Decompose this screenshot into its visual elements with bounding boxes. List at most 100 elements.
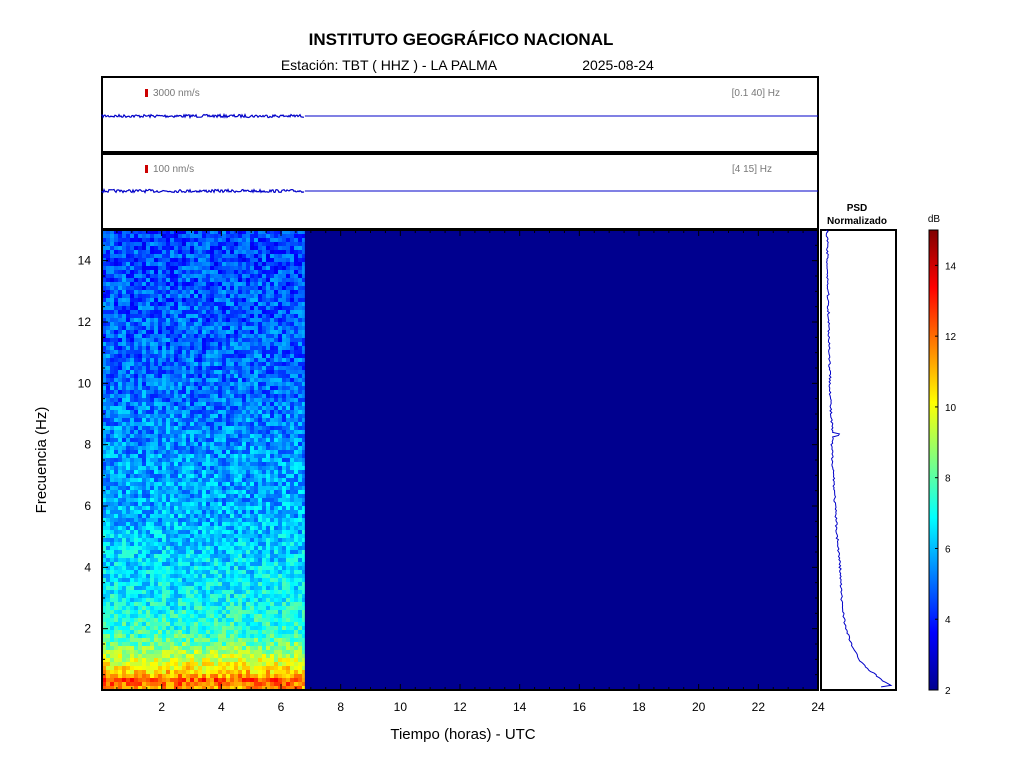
spectrogram-cell	[134, 494, 138, 498]
spectrogram-cell	[178, 342, 182, 346]
spectrogram-cell	[210, 478, 214, 482]
spectrogram-cell	[150, 586, 154, 590]
spectrogram-cell	[234, 334, 238, 338]
spectrogram-cell	[210, 490, 214, 494]
spectrogram-cell	[230, 362, 234, 366]
spectrogram-cell	[234, 538, 238, 542]
spectrogram-cell	[222, 350, 226, 354]
spectrogram-cell	[230, 454, 234, 458]
spectrogram-cell	[114, 578, 118, 582]
spectrogram-cell	[214, 590, 218, 594]
spectrogram-cell	[134, 602, 138, 606]
spectrogram-cell	[298, 586, 302, 590]
spectrogram-cell	[298, 386, 302, 390]
spectrogram-cell	[218, 346, 222, 350]
spectrogram-cell	[222, 526, 226, 530]
spectrogram-cell	[254, 430, 258, 434]
spectrogram-cell	[250, 342, 254, 346]
spectrogram-cell	[262, 258, 266, 262]
spectrogram-cell	[266, 254, 270, 258]
spectrogram-cell	[210, 450, 214, 454]
spectrogram-cell	[302, 290, 305, 294]
spectrogram-cell	[222, 574, 226, 578]
spectrogram-cell	[226, 466, 230, 470]
spectrogram-cell	[238, 354, 242, 358]
spectrogram-cell	[246, 270, 250, 274]
spectrogram-cell	[242, 338, 246, 342]
spectrogram-cell	[138, 482, 142, 486]
spectrogram-cell	[122, 318, 126, 322]
spectrogram-cell	[166, 286, 170, 290]
spectrogram-cell	[278, 598, 282, 602]
spectrogram-cell	[174, 462, 178, 466]
spectrogram-cell	[274, 230, 278, 234]
spectrogram-cell	[190, 394, 194, 398]
spectrogram-cell	[134, 262, 138, 266]
spectrogram-cell	[270, 582, 274, 586]
spectrogram-cell	[194, 438, 198, 442]
spectrogram-cell	[274, 314, 278, 318]
spectrogram-cell	[186, 390, 190, 394]
spectrogram-cell	[254, 342, 258, 346]
spectrogram-cell	[266, 250, 270, 254]
spectrogram-cell	[194, 566, 198, 570]
spectrogram-cell	[234, 434, 238, 438]
spectrogram-cell	[190, 598, 194, 602]
spectrogram-cell	[202, 606, 206, 610]
spectrogram-cell	[190, 554, 194, 558]
spectrogram-cell	[246, 418, 250, 422]
spectrogram-cell	[238, 566, 242, 570]
spectrogram-cell	[262, 586, 266, 590]
spectrogram-cell	[266, 354, 270, 358]
spectrogram-cell	[162, 302, 166, 306]
spectrogram-cell	[250, 362, 254, 366]
spectrogram-cell	[194, 590, 198, 594]
spectrogram-cell	[290, 586, 294, 590]
spectrogram-cell	[238, 466, 242, 470]
scale-bar-2	[145, 165, 148, 173]
spectrogram-cell	[250, 514, 254, 518]
spectrogram-cell	[170, 438, 174, 442]
spectrogram-cell	[242, 262, 246, 266]
spectrogram-cell	[162, 242, 166, 246]
spectrogram-cell	[238, 438, 242, 442]
spectrogram-cell	[130, 430, 134, 434]
spectrogram-cell	[194, 334, 198, 338]
spectrogram-cell	[102, 530, 106, 534]
spectrogram-cell	[294, 538, 298, 542]
spectrogram-cell	[282, 418, 286, 422]
spectrogram-cell	[142, 390, 146, 394]
spectrogram-cell	[226, 450, 230, 454]
spectrogram-cell	[242, 246, 246, 250]
spectrogram-cell	[302, 574, 305, 578]
spectrogram-cell	[238, 290, 242, 294]
spectrogram-cell	[238, 238, 242, 242]
spectrogram-cell	[198, 442, 202, 446]
spectrogram-cell	[178, 370, 182, 374]
spectrogram-cell	[182, 290, 186, 294]
spectrogram-cell	[282, 426, 286, 430]
spectrogram-cell	[102, 402, 106, 406]
spectrogram-cell	[126, 602, 130, 606]
spectrogram-cell	[194, 270, 198, 274]
spectrogram-cell	[178, 474, 182, 478]
spectrogram-cell	[126, 286, 130, 290]
spectrogram-cell	[150, 594, 154, 598]
spectrogram-cell	[294, 406, 298, 410]
spectrogram-cell	[114, 410, 118, 414]
spectrogram-cell	[178, 466, 182, 470]
spectrogram-cell	[234, 526, 238, 530]
spectrogram-cell	[274, 566, 278, 570]
spectrogram-cell	[174, 238, 178, 242]
spectrogram-cell	[186, 250, 190, 254]
spectrogram-cell	[154, 546, 158, 550]
spectrogram-cell	[122, 306, 126, 310]
spectrogram-cell	[122, 498, 126, 502]
spectrogram-cell	[274, 242, 278, 246]
spectrogram-cell	[226, 370, 230, 374]
spectrogram-cell	[230, 554, 234, 558]
spectrogram-cell	[182, 378, 186, 382]
spectrogram-cell	[218, 578, 222, 582]
spectrogram-cell	[302, 402, 305, 406]
spectrogram-cell	[242, 374, 246, 378]
